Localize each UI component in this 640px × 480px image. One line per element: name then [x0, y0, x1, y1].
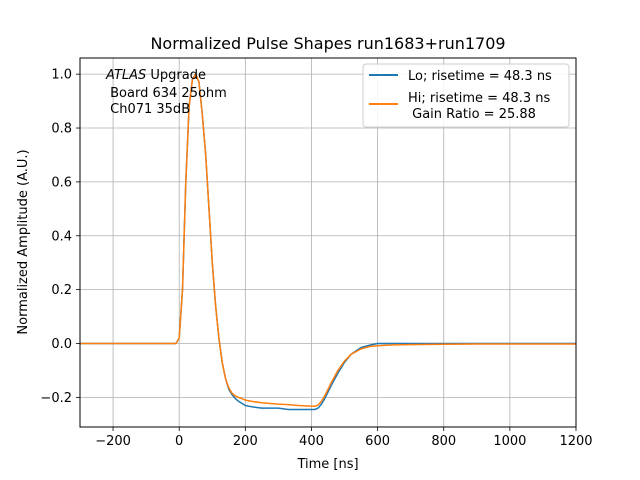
y-tick-label: 0.8 [51, 122, 72, 137]
series-line-hi [80, 73, 576, 408]
y-tick-label: 0.2 [51, 283, 72, 298]
y-axis-title: Normalized Amplitude (A.U.) [16, 149, 31, 334]
axes-frame [79, 57, 577, 428]
legend-label-hi-line: Gain Ratio = 25.88 [408, 107, 536, 122]
y-tick-label: 1.0 [51, 68, 72, 83]
chart-title: Normalized Pulse Shapes run1683+run1709 [150, 34, 505, 53]
x-tick-label: 400 [299, 434, 324, 449]
series-lines [80, 73, 576, 411]
y-tick-label: −0.2 [40, 391, 72, 406]
axis-ticks: −200 0 200 400 600 800 1000 1200 −0.2 0.0 0.2 0.4 0.… [40, 68, 592, 449]
annotation-line-3: Ch071 35dB [106, 102, 190, 117]
x-tick-label: 1000 [493, 434, 526, 449]
annotation-line-1: ATLAS Upgrade [105, 68, 206, 83]
y-tick-label: 0.6 [51, 175, 72, 190]
x-tick-label: 800 [431, 434, 456, 449]
y-tick-label: 0.4 [51, 229, 72, 244]
annotation-upgrade: Upgrade [146, 68, 206, 83]
legend-label-hi: Hi; risetime = 48.3 ns Gain Ratio = 25.8… [408, 91, 550, 122]
atlas-annotation: ATLAS Upgrade Board 634 25ohm Ch071 35dB [105, 68, 227, 117]
x-tick-label: 200 [233, 434, 258, 449]
annotation-line-2: Board 634 25ohm [106, 86, 227, 101]
x-tick-label: 0 [175, 434, 183, 449]
legend: Lo; risetime = 48.3 ns Hi; risetime = 48… [362, 63, 570, 128]
x-tick-label: 600 [365, 434, 390, 449]
x-axis-title: Time [ns] [296, 457, 358, 472]
legend-label-lo: Lo; risetime = 48.3 ns [408, 69, 552, 84]
x-tick-label: −200 [95, 434, 131, 449]
legend-label-hi-line: Hi; risetime = 48.3 ns [408, 91, 550, 106]
y-tick-label: 0.0 [51, 337, 72, 352]
legend-frame [362, 63, 570, 128]
x-tick-label: 1200 [559, 434, 592, 449]
annotation-atlas: ATLAS [105, 68, 146, 83]
